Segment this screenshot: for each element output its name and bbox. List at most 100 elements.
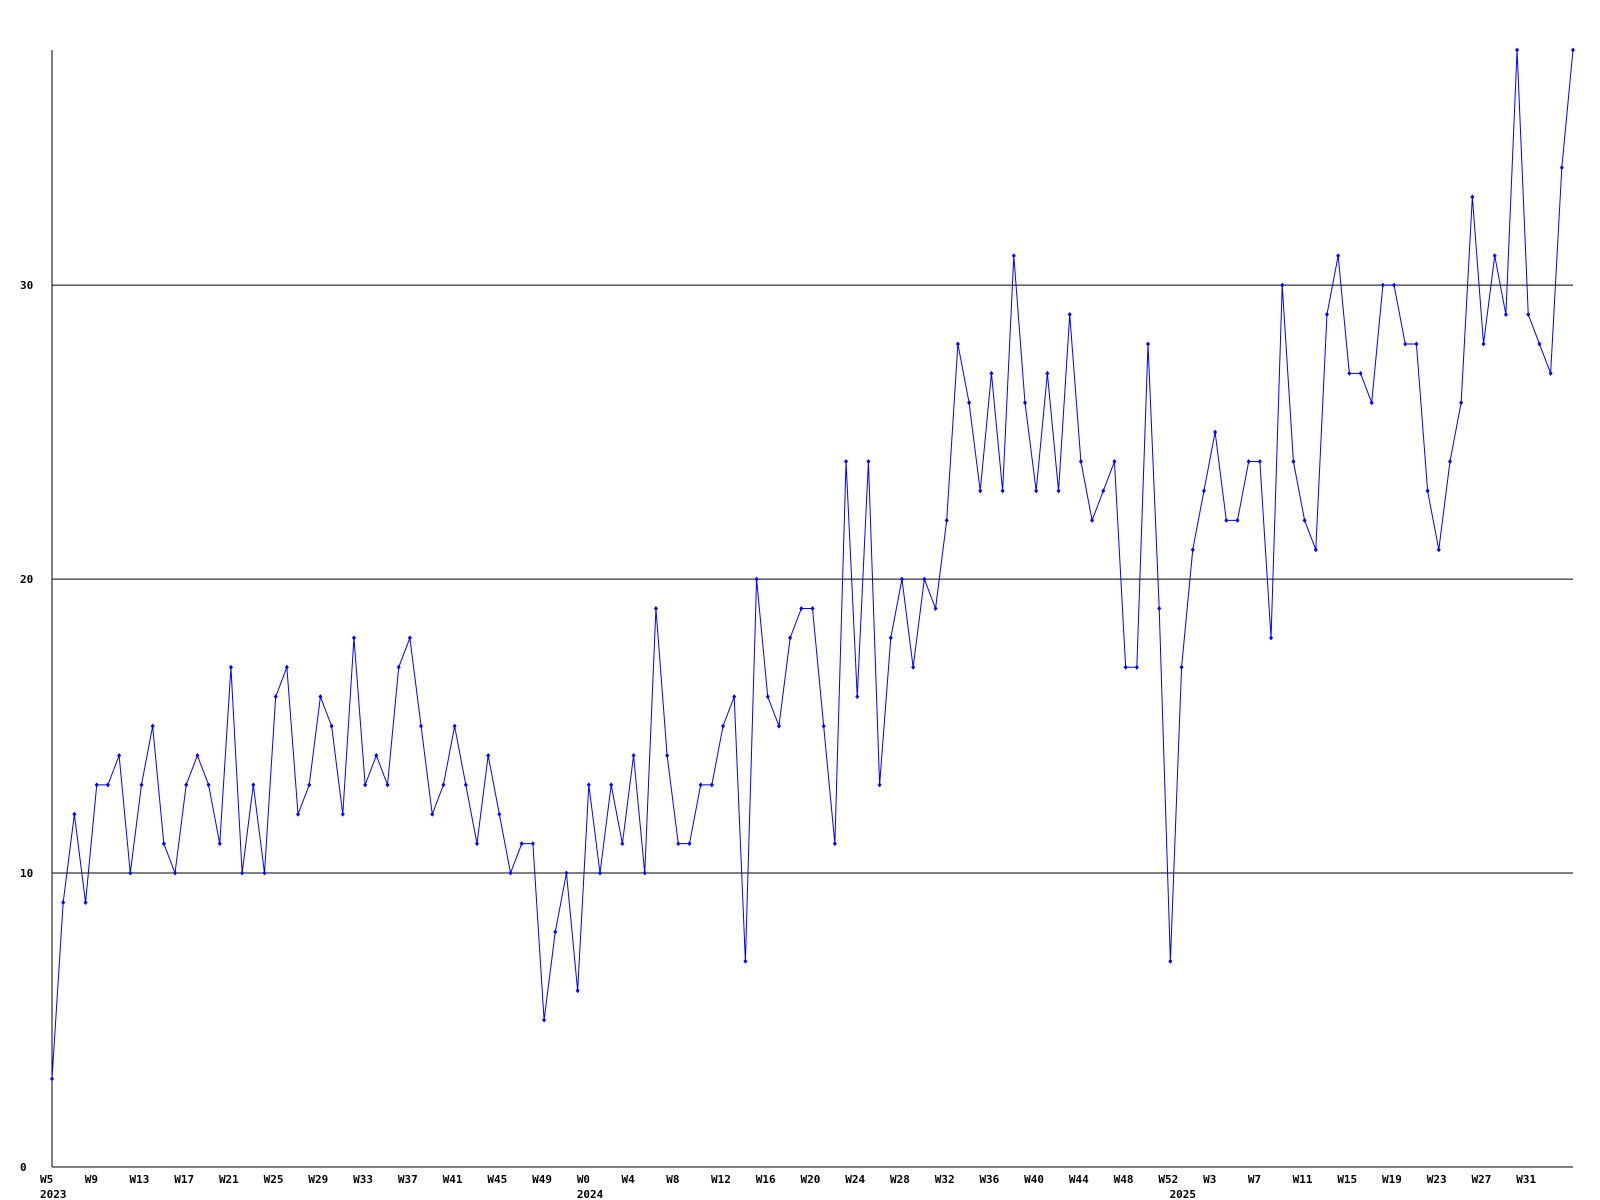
data-point: [1470, 194, 1475, 200]
data-point: [698, 782, 703, 788]
data-point: [665, 752, 670, 758]
data-point: [150, 723, 155, 729]
data-point: [1112, 459, 1117, 465]
data-point: [1336, 253, 1341, 259]
x-tick-label: W40: [1024, 1173, 1044, 1186]
data-point: [877, 782, 882, 788]
data-point: [385, 782, 390, 788]
x-tick-label: W23: [1427, 1173, 1447, 1186]
data-point: [1492, 253, 1497, 259]
data-point: [83, 899, 88, 905]
data-point: [866, 459, 871, 465]
x-tick-label: W49: [532, 1173, 552, 1186]
data-line: [51, 49, 1574, 1079]
x-tick-label: W16: [756, 1173, 776, 1186]
data-point: [765, 694, 770, 700]
data-point: [94, 782, 99, 788]
x-tick-label: W17: [174, 1173, 194, 1186]
data-point: [508, 870, 513, 876]
data-point: [273, 694, 278, 700]
data-point: [1526, 312, 1531, 318]
data-point: [329, 723, 334, 729]
x-tick-label: W8: [666, 1173, 679, 1186]
x-tick-label: W12: [711, 1173, 731, 1186]
data-point: [161, 841, 166, 847]
x-year-label: 2024: [577, 1188, 604, 1200]
x-year-label: 2023: [40, 1188, 67, 1200]
data-point: [184, 782, 189, 788]
data-point: [452, 723, 457, 729]
data-point: [1313, 547, 1318, 553]
data-point: [1123, 664, 1128, 670]
data-point: [1034, 488, 1039, 494]
data-point: [1101, 488, 1106, 494]
data-point: [1380, 282, 1385, 288]
data-point: [732, 694, 737, 700]
data-point: [754, 576, 759, 582]
x-tick-label: W32: [935, 1173, 955, 1186]
data-point: [586, 782, 591, 788]
x-tick-label: W37: [398, 1173, 418, 1186]
data-point: [1548, 370, 1553, 376]
data-point: [598, 870, 603, 876]
data-point: [799, 606, 804, 611]
data-point: [351, 635, 356, 641]
data-point: [1045, 370, 1050, 376]
x-tick-label: W7: [1248, 1173, 1261, 1186]
data-point: [1369, 400, 1374, 406]
data-point: [1224, 517, 1229, 523]
x-tick-label: W0: [577, 1173, 590, 1186]
data-point: [72, 811, 77, 817]
x-tick-label: W15: [1337, 1173, 1357, 1186]
data-point: [553, 929, 558, 935]
data-point: [407, 635, 412, 641]
x-tick-label: W5: [40, 1173, 53, 1186]
data-point: [933, 606, 938, 611]
data-point: [978, 488, 983, 494]
data-point: [363, 782, 368, 788]
data-point: [307, 782, 312, 788]
data-point: [922, 576, 927, 582]
data-point: [1559, 165, 1564, 171]
data-point: [486, 752, 491, 758]
data-point: [1022, 400, 1027, 406]
x-tick-label: W36: [979, 1173, 999, 1186]
y-tick-label: 20: [20, 573, 33, 586]
x-tick-label: W28: [890, 1173, 910, 1186]
data-point: [530, 841, 535, 847]
data-point: [911, 664, 916, 670]
data-point: [989, 370, 994, 376]
x-tick-label: W25: [264, 1173, 284, 1186]
data-point: [1414, 341, 1419, 347]
x-tick-label: W48: [1114, 1173, 1134, 1186]
data-point: [788, 635, 793, 641]
data-point: [1358, 370, 1363, 376]
data-point: [542, 1017, 547, 1023]
data-point: [1459, 400, 1464, 406]
data-point: [419, 723, 424, 729]
x-tick-label: W3: [1203, 1173, 1216, 1186]
x-tick-label: W11: [1293, 1173, 1313, 1186]
data-point: [206, 782, 211, 788]
data-point: [1481, 341, 1486, 347]
data-point: [50, 1076, 54, 1082]
data-point: [709, 782, 714, 788]
data-point: [1403, 341, 1408, 347]
x-tick-label: W33: [353, 1173, 373, 1186]
data-point: [1000, 488, 1005, 494]
data-point: [1190, 547, 1195, 553]
data-point: [296, 811, 301, 817]
data-point: [653, 606, 658, 611]
data-point: [1280, 282, 1285, 288]
data-point: [128, 870, 133, 876]
data-point: [810, 606, 815, 611]
x-tick-label: W4: [622, 1173, 636, 1186]
x-tick-label: W9: [85, 1173, 98, 1186]
x-tick-label: W13: [129, 1173, 149, 1186]
x-tick-label: W19: [1382, 1173, 1402, 1186]
data-point: [1515, 47, 1520, 53]
x-tick-label: W52: [1158, 1173, 1178, 1186]
data-point: [821, 723, 826, 729]
